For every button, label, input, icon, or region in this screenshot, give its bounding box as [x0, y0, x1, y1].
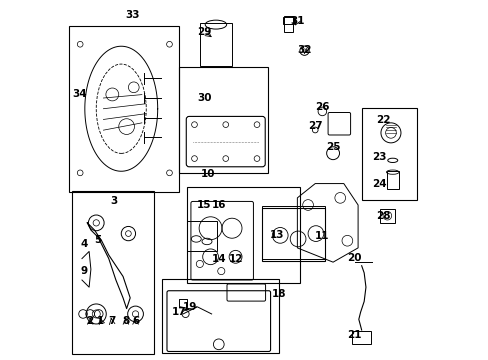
- Text: 7: 7: [108, 316, 115, 326]
- Bar: [361, 108, 416, 200]
- Text: 19: 19: [183, 302, 197, 312]
- Text: 3: 3: [110, 197, 118, 206]
- Text: 26: 26: [314, 102, 329, 112]
- Text: 23: 23: [371, 152, 386, 162]
- Bar: [72, 192, 154, 354]
- Text: 25: 25: [325, 142, 340, 152]
- Bar: [261, 206, 325, 258]
- Bar: [283, 17, 293, 23]
- Text: 13: 13: [269, 230, 284, 240]
- Bar: [162, 279, 278, 352]
- Bar: [351, 331, 370, 344]
- Text: 24: 24: [371, 179, 386, 189]
- Text: 15: 15: [197, 200, 211, 210]
- Text: 34: 34: [72, 89, 86, 99]
- Text: 18: 18: [272, 289, 286, 299]
- Bar: [200, 23, 231, 66]
- Text: 33: 33: [125, 10, 140, 20]
- Bar: [261, 208, 325, 261]
- Text: 12: 12: [228, 253, 243, 264]
- Text: 17: 17: [172, 307, 186, 317]
- Text: 31: 31: [289, 16, 304, 26]
- Text: 8: 8: [122, 316, 129, 326]
- Text: 2: 2: [86, 316, 94, 326]
- Text: 16: 16: [211, 200, 225, 210]
- Bar: [380, 208, 394, 223]
- Bar: [386, 171, 398, 189]
- Text: 5: 5: [94, 235, 101, 245]
- Text: 29: 29: [197, 27, 211, 37]
- Text: 14: 14: [211, 253, 225, 264]
- Bar: [186, 187, 300, 283]
- Text: 32: 32: [297, 45, 311, 55]
- Text: 21: 21: [346, 330, 361, 341]
- Bar: [69, 26, 179, 192]
- Text: 22: 22: [375, 115, 389, 125]
- Bar: [186, 221, 217, 251]
- Bar: [179, 67, 267, 173]
- Text: 28: 28: [375, 211, 389, 221]
- Bar: [283, 16, 292, 32]
- Text: 30: 30: [197, 93, 211, 103]
- Text: 6: 6: [132, 316, 139, 326]
- Text: 4: 4: [81, 239, 88, 249]
- Text: 10: 10: [201, 168, 215, 179]
- Text: 1: 1: [97, 316, 104, 326]
- Text: 11: 11: [314, 231, 329, 242]
- Text: 27: 27: [307, 121, 322, 131]
- Text: 20: 20: [346, 253, 361, 263]
- Text: 9: 9: [81, 266, 88, 276]
